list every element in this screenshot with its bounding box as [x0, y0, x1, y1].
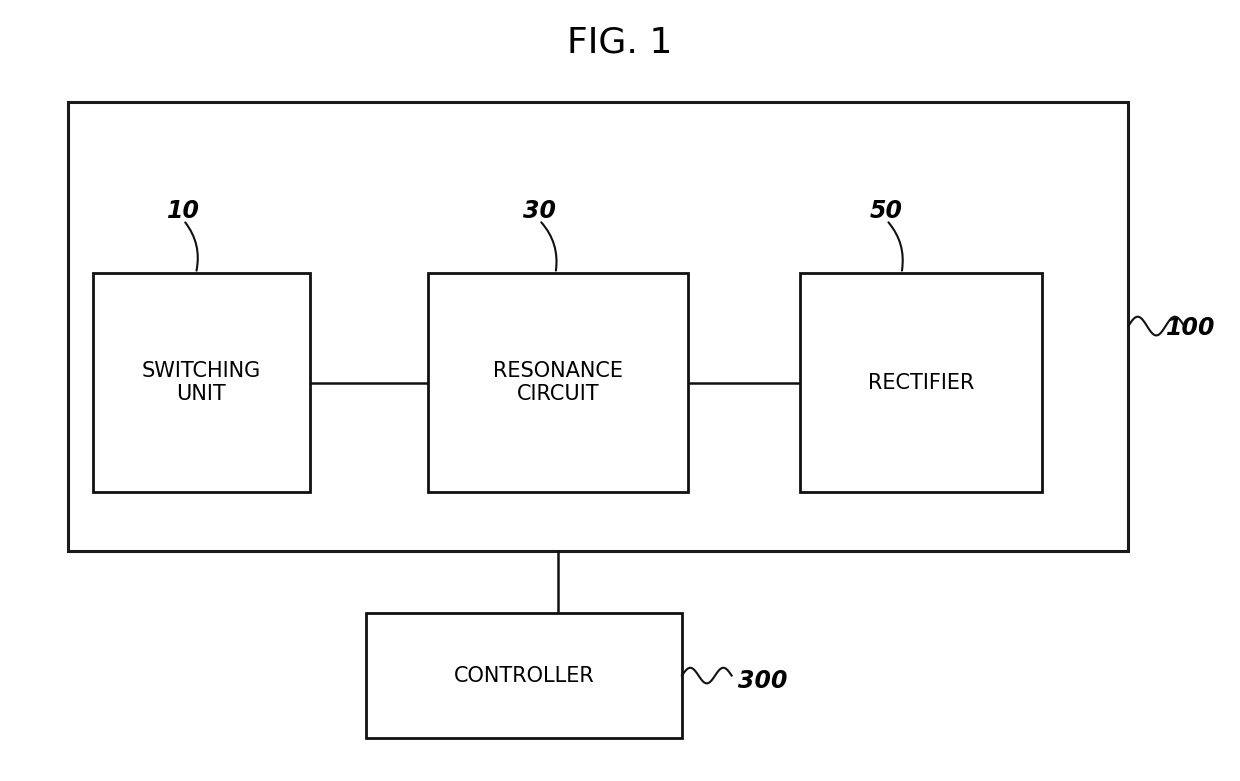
Bar: [93, 273, 310, 492]
Bar: [428, 273, 688, 492]
Text: FIG. 1: FIG. 1: [568, 26, 672, 60]
Bar: [800, 273, 1042, 492]
Text: 300: 300: [738, 669, 787, 693]
Text: 50: 50: [870, 199, 903, 223]
Bar: [366, 613, 682, 738]
Text: 10: 10: [167, 199, 200, 223]
Text: RECTIFIER: RECTIFIER: [868, 373, 973, 393]
Text: 30: 30: [523, 199, 556, 223]
Text: 100: 100: [1166, 316, 1215, 340]
Bar: [68, 102, 1128, 551]
Text: SWITCHING
UNIT: SWITCHING UNIT: [141, 361, 262, 405]
Text: RESONANCE
CIRCUIT: RESONANCE CIRCUIT: [494, 361, 622, 405]
Text: CONTROLLER: CONTROLLER: [454, 665, 594, 686]
